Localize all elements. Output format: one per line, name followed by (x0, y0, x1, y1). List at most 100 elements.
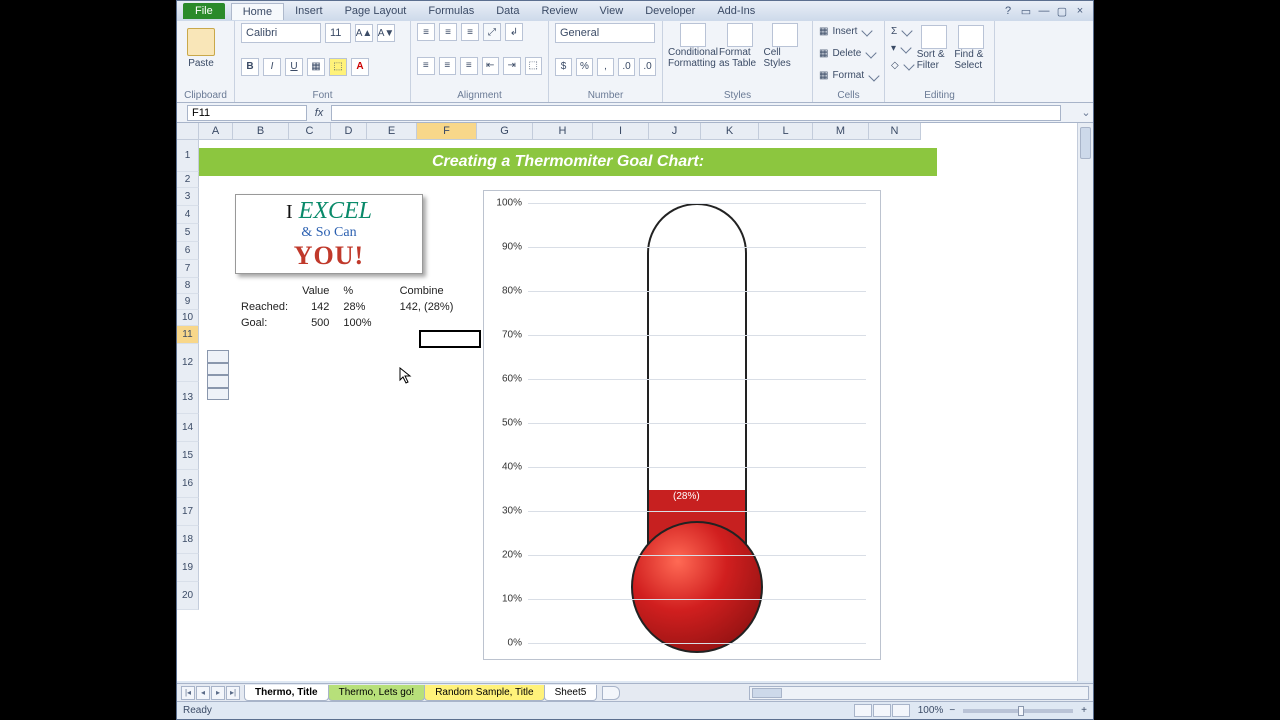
underline-button[interactable]: U (285, 58, 303, 76)
worksheet-grid[interactable]: ABCDEFGHIJKLMN 1234567891011121314151617… (177, 123, 1093, 681)
align-right-icon[interactable]: ≡ (460, 57, 478, 75)
menu-tab-developer[interactable]: Developer (634, 3, 706, 20)
sheet-tab-random-sample-title[interactable]: Random Sample, Title (424, 685, 544, 701)
sheet-tab-sheet5[interactable]: Sheet5 (544, 685, 598, 701)
row-header-1[interactable]: 1 (177, 140, 199, 172)
align-bot-icon[interactable]: ≡ (461, 23, 479, 41)
sheet-tab-thermo-lets-go-[interactable]: Thermo, Lets go! (328, 685, 426, 701)
clear-icon[interactable]: ◇ (891, 57, 913, 73)
row-header-15[interactable]: 15 (177, 442, 199, 470)
italic-button[interactable]: I (263, 58, 281, 76)
format-table-button[interactable]: Format as Table (719, 23, 762, 69)
row-header-9[interactable]: 9 (177, 294, 199, 310)
view-normal-icon[interactable] (854, 704, 872, 717)
col-header-H[interactable]: H (533, 123, 593, 140)
format-cells[interactable]: ▦ Format (819, 68, 878, 84)
menu-tab-review[interactable]: Review (530, 3, 588, 20)
cells-area[interactable]: Creating a Thermomiter Goal Chart: I EXC… (199, 140, 1077, 681)
col-header-L[interactable]: L (759, 123, 813, 140)
number-format[interactable]: General (555, 23, 655, 43)
row-header-14[interactable]: 14 (177, 414, 199, 442)
spin-button[interactable] (207, 350, 229, 400)
col-header-G[interactable]: G (477, 123, 533, 140)
col-header-F[interactable]: F (417, 123, 477, 140)
inc-decimal-icon[interactable]: .0 (618, 58, 635, 76)
insert-cells[interactable]: ▦ Insert (819, 23, 878, 39)
row-header-10[interactable]: 10 (177, 310, 199, 326)
autosum-icon[interactable]: Σ (891, 23, 913, 39)
col-header-K[interactable]: K (701, 123, 759, 140)
tab-nav-prev[interactable]: ◂ (196, 686, 210, 700)
row-header-2[interactable]: 2 (177, 172, 199, 188)
name-box[interactable]: F11 (187, 105, 307, 121)
restore-icon[interactable]: ▢ (1055, 5, 1069, 18)
align-center-icon[interactable]: ≡ (439, 57, 457, 75)
row-header-16[interactable]: 16 (177, 470, 199, 498)
col-header-N[interactable]: N (869, 123, 921, 140)
col-header-B[interactable]: B (233, 123, 289, 140)
row-header-11[interactable]: 11 (177, 326, 199, 344)
currency-icon[interactable]: $ (555, 58, 572, 76)
fill-icon[interactable]: ▾ (891, 40, 913, 56)
grow-font-icon[interactable]: A▲ (355, 24, 373, 42)
tab-nav-next[interactable]: ▸ (211, 686, 225, 700)
align-mid-icon[interactable]: ≡ (439, 23, 457, 41)
find-select-button[interactable]: Find & Select (954, 25, 988, 71)
border-button[interactable]: ▦ (307, 58, 325, 76)
close-icon[interactable]: × (1073, 5, 1087, 18)
expand-formula-icon[interactable]: ⌄ (1079, 106, 1093, 119)
tab-nav-first[interactable]: |◂ (181, 686, 195, 700)
menu-tab-home[interactable]: Home (231, 3, 284, 20)
merge-icon[interactable]: ⬚ (525, 57, 543, 75)
col-header-A[interactable]: A (199, 123, 233, 140)
active-cell[interactable] (419, 330, 481, 348)
inc-indent-icon[interactable]: ⇥ (503, 57, 521, 75)
tab-nav-last[interactable]: ▸| (226, 686, 240, 700)
comma-icon[interactable]: , (597, 58, 614, 76)
dec-decimal-icon[interactable]: .0 (639, 58, 656, 76)
thermometer-chart[interactable]: 142, (28%) 0%10%20%30%40%50%60%70%80%90%… (483, 190, 881, 660)
orientation-icon[interactable]: ⤢ (483, 23, 501, 41)
col-header-I[interactable]: I (593, 123, 649, 140)
align-left-icon[interactable]: ≡ (417, 57, 435, 75)
row-header-20[interactable]: 20 (177, 582, 199, 610)
col-header-M[interactable]: M (813, 123, 869, 140)
font-color-button[interactable]: A (351, 58, 369, 76)
menu-tab-formulas[interactable]: Formulas (417, 3, 485, 20)
percent-icon[interactable]: % (576, 58, 593, 76)
sheet-tab-thermo-title[interactable]: Thermo, Title (244, 685, 329, 701)
sort-filter-button[interactable]: Sort & Filter (917, 25, 951, 71)
fill-color-button[interactable]: ⬚ (329, 58, 347, 76)
row-header-5[interactable]: 5 (177, 224, 199, 242)
row-header-7[interactable]: 7 (177, 260, 199, 278)
font-size[interactable]: 11 (325, 23, 351, 43)
menu-tab-insert[interactable]: Insert (284, 3, 334, 20)
vertical-scrollbar[interactable] (1077, 123, 1093, 681)
wrap-text-icon[interactable]: ↲ (505, 23, 523, 41)
view-break-icon[interactable] (892, 704, 910, 717)
zoom-slider[interactable] (963, 709, 1073, 713)
col-header-D[interactable]: D (331, 123, 367, 140)
select-all[interactable] (177, 123, 199, 140)
minimize-icon[interactable]: — (1037, 5, 1051, 18)
paste-button[interactable]: Paste (183, 23, 219, 73)
dec-indent-icon[interactable]: ⇤ (482, 57, 500, 75)
col-header-C[interactable]: C (289, 123, 331, 140)
fx-icon[interactable]: fx (307, 107, 331, 119)
cell-styles-button[interactable]: Cell Styles (764, 23, 807, 69)
align-top-icon[interactable]: ≡ (417, 23, 435, 41)
zoom-out-icon[interactable]: − (949, 705, 955, 716)
spinner-down[interactable] (207, 375, 229, 400)
new-sheet-icon[interactable] (602, 686, 620, 700)
row-header-13[interactable]: 13 (177, 382, 199, 414)
zoom-in-icon[interactable]: + (1081, 705, 1087, 716)
minimize-ribbon-icon[interactable]: ▭ (1019, 5, 1033, 18)
row-header-4[interactable]: 4 (177, 206, 199, 224)
cond-format-button[interactable]: Conditional Formatting (669, 23, 717, 69)
col-header-J[interactable]: J (649, 123, 701, 140)
font-name[interactable]: Calibri (241, 23, 321, 43)
row-header-18[interactable]: 18 (177, 526, 199, 554)
menu-tab-page-layout[interactable]: Page Layout (334, 3, 418, 20)
help-icon[interactable]: ? (1001, 5, 1015, 18)
row-header-12[interactable]: 12 (177, 344, 199, 382)
